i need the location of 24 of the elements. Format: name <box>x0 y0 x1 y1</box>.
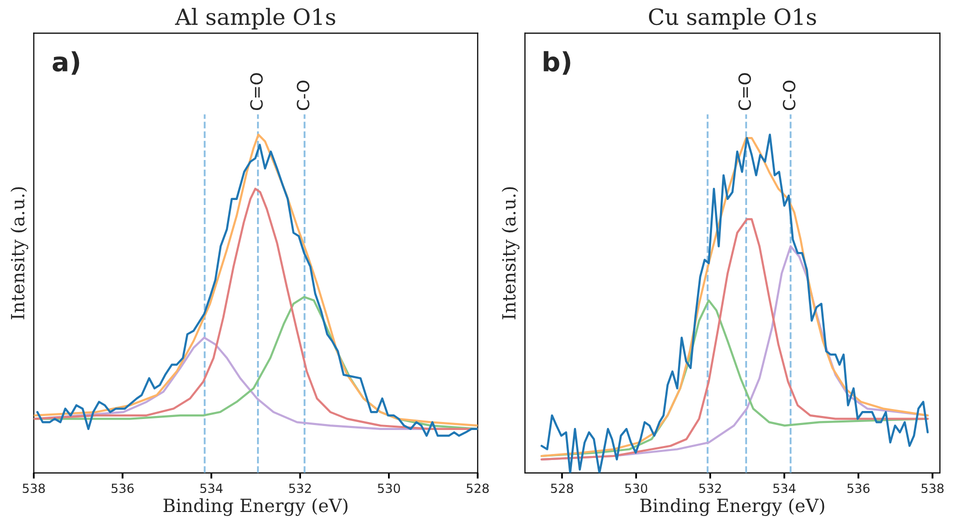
x-axis-title: Binding Energy (eV) <box>164 498 348 516</box>
y-axis-title: Intensity (a.u.) <box>10 187 28 320</box>
y-axis-title: Intensity (a.u.) <box>502 187 520 320</box>
x-tick-label: 536 <box>112 484 134 494</box>
x-tick-label: 530 <box>625 484 648 494</box>
ref-line-label: C-O <box>782 80 796 110</box>
x-tick-label: 528 <box>551 484 574 494</box>
chart-title: Cu sample O1s <box>648 8 816 30</box>
ref-line-label: C=O <box>250 73 263 110</box>
x-tick-label: 532 <box>289 484 311 494</box>
x-tick-label: 534 <box>200 484 223 494</box>
x-tick-label: 538 <box>22 484 45 494</box>
ref-line-label: C=O <box>738 73 751 110</box>
text: b) <box>544 51 570 75</box>
chart-title: Al sample O1s <box>174 8 336 30</box>
text: a) <box>52 51 80 75</box>
x-tick-label: 536 <box>847 484 870 494</box>
x-axis-title: Binding Energy (eV) <box>640 498 824 516</box>
x-tick-label: 530 <box>378 484 400 494</box>
x-tick-label: 532 <box>699 484 721 494</box>
ref-line-label: C-O <box>296 80 310 110</box>
x-tick-label: 528 <box>466 484 489 494</box>
x-tick-label: 538 <box>922 484 944 494</box>
x-tick-label: 534 <box>773 484 796 494</box>
